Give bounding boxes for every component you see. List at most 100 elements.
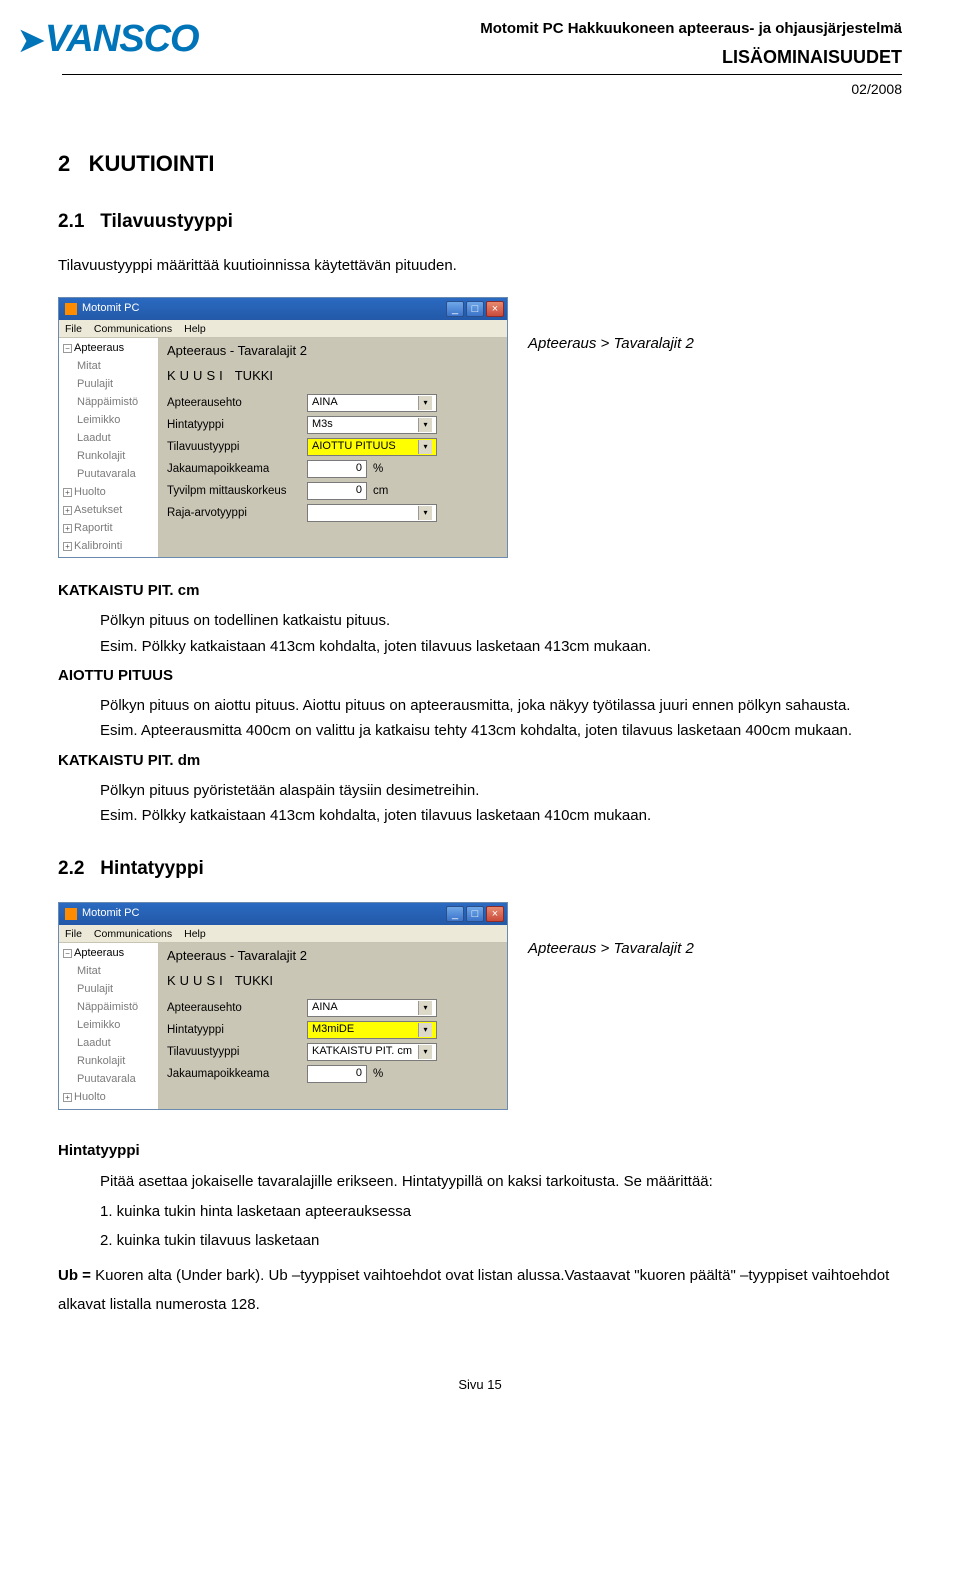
tree-item[interactable]: Puulajit bbox=[59, 376, 158, 394]
chevron-down-icon[interactable]: ▾ bbox=[418, 1023, 432, 1037]
form-row: ApteerausehtoAINA▾ bbox=[159, 997, 507, 1019]
titlebar[interactable]: Motomit PC _ □ × bbox=[59, 298, 507, 320]
chevron-down-icon[interactable]: ▾ bbox=[418, 396, 432, 410]
form-row: Raja-arvotyyppi▾ bbox=[159, 502, 507, 524]
hintatyyppi-line-0: Pitää asettaa jokaiselle tavaralajille e… bbox=[100, 1167, 902, 1196]
dropdown-value: M3s bbox=[312, 417, 333, 433]
form-row: HintatyyppiM3s▾ bbox=[159, 414, 507, 436]
chevron-down-icon[interactable]: ▾ bbox=[418, 1045, 432, 1059]
expand-icon[interactable]: + bbox=[63, 1093, 72, 1102]
tree-item[interactable]: +Raportit bbox=[59, 520, 158, 538]
definition-head: AIOTTU PITUUS bbox=[58, 665, 902, 687]
expand-icon[interactable]: + bbox=[63, 488, 72, 497]
menu-communications[interactable]: Communications bbox=[94, 322, 172, 335]
dropdown[interactable]: KATKAISTU PIT. cm▾ bbox=[307, 1043, 437, 1061]
tree-item[interactable]: Mitat bbox=[59, 963, 158, 981]
hintatyyppi-line-2: 2. kuinka tukin tilavuus lasketaan bbox=[100, 1226, 902, 1255]
dropdown-value: AIOTTU PITUUS bbox=[312, 439, 396, 455]
definition-block: AIOTTU PITUUSPölkyn pituus on aiottu pit… bbox=[58, 665, 902, 744]
sub1-title: Tilavuustyyppi bbox=[100, 211, 233, 232]
unit-label: % bbox=[373, 461, 383, 478]
section-num: 2 bbox=[58, 151, 70, 176]
hintatyyppi-block: Hintatyyppi Pitää asettaa jokaiselle tav… bbox=[58, 1140, 902, 1256]
tree-item[interactable]: Puutavarala bbox=[59, 466, 158, 484]
tree-item[interactable]: Leimikko bbox=[59, 1017, 158, 1035]
header-doc-title: Motomit PC Hakkuukoneen apteeraus- ja oh… bbox=[62, 18, 902, 40]
field-label: Apteerausehto bbox=[167, 1000, 307, 1017]
intro-1: Tilavuustyyppi määrittää kuutioinnissa k… bbox=[58, 255, 902, 277]
maximize-button[interactable]: □ bbox=[466, 906, 484, 922]
form-sub-a: KUUSI bbox=[167, 368, 227, 383]
chevron-down-icon[interactable]: ▾ bbox=[418, 506, 432, 520]
field-label: Jakaumapoikkeama bbox=[167, 461, 307, 478]
definition-block: KATKAISTU PIT. cmPölkyn pituus on todell… bbox=[58, 580, 902, 659]
titlebar[interactable]: Motomit PC _ □ × bbox=[59, 903, 507, 925]
hintatyyppi-head: Hintatyyppi bbox=[58, 1140, 902, 1162]
number-input[interactable]: 0 bbox=[307, 482, 367, 500]
expand-icon[interactable]: + bbox=[63, 542, 72, 551]
field-label: Tilavuustyyppi bbox=[167, 1044, 307, 1061]
form-rows: ApteerausehtoAINA▾HintatyyppiM3miDE▾Tila… bbox=[159, 997, 507, 1085]
dropdown[interactable]: AINA▾ bbox=[307, 394, 437, 412]
maximize-button[interactable]: □ bbox=[466, 301, 484, 317]
tree-item[interactable]: Puutavarala bbox=[59, 1071, 158, 1089]
minimize-button[interactable]: _ bbox=[446, 906, 464, 922]
form-panel: Apteeraus - Tavaralajit 2 KUUSITUKKI Apt… bbox=[159, 338, 507, 557]
tree-item[interactable]: Runkolajit bbox=[59, 1053, 158, 1071]
tree-item[interactable]: Näppäimistö bbox=[59, 999, 158, 1017]
section-heading: 2 KUUTIOINTI bbox=[58, 148, 902, 180]
app-window-2: Motomit PC _ □ × File Communications Hel… bbox=[58, 902, 508, 1109]
app-window-1: Motomit PC _ □ × File Communications Hel… bbox=[58, 297, 508, 558]
form-row: Jakaumapoikkeama0% bbox=[159, 1063, 507, 1085]
tree-item[interactable]: +Asetukset bbox=[59, 502, 158, 520]
tree-item[interactable]: Laadut bbox=[59, 1035, 158, 1053]
tree-item[interactable]: Puulajit bbox=[59, 981, 158, 999]
dropdown[interactable]: AINA▾ bbox=[307, 999, 437, 1017]
expand-icon[interactable]: + bbox=[63, 506, 72, 515]
form-sub-b: TUKKI bbox=[235, 973, 273, 988]
window-title: Motomit PC bbox=[82, 906, 446, 922]
hintatyyppi-body: Pitää asettaa jokaiselle tavaralajille e… bbox=[58, 1167, 902, 1255]
form-subtitle: KUUSITUKKI bbox=[159, 972, 507, 997]
tree-item[interactable]: +Huolto bbox=[59, 1089, 158, 1107]
expand-icon[interactable]: + bbox=[63, 524, 72, 533]
nav-tree: −ApteerausMitatPuulajitNäppäimistöLeimik… bbox=[59, 943, 159, 1108]
number-input[interactable]: 0 bbox=[307, 460, 367, 478]
tree-item[interactable]: Laadut bbox=[59, 430, 158, 448]
form-row: Tyvilpm mittauskorkeus0cm bbox=[159, 480, 507, 502]
dropdown[interactable]: M3s ▾ bbox=[307, 416, 437, 434]
menu-file[interactable]: File bbox=[65, 322, 82, 335]
tree-item[interactable]: Mitat bbox=[59, 358, 158, 376]
definition-body: Pölkyn pituus pyöristetään alaspäin täys… bbox=[58, 778, 902, 829]
minimize-button[interactable]: _ bbox=[446, 301, 464, 317]
ub-paragraph: Ub = Kuoren alta (Under bark). Ub –tyypp… bbox=[58, 1261, 902, 1320]
dropdown[interactable]: AIOTTU PITUUS ▾ bbox=[307, 438, 437, 456]
menu-help[interactable]: Help bbox=[184, 322, 206, 335]
app-icon bbox=[65, 908, 77, 920]
chevron-down-icon[interactable]: ▾ bbox=[418, 440, 432, 454]
tree-item-apteeraus[interactable]: −Apteeraus bbox=[59, 945, 158, 963]
collapse-icon[interactable]: − bbox=[63, 949, 72, 958]
dropdown[interactable]: M3miDE▾ bbox=[307, 1021, 437, 1039]
tree-item[interactable]: +Kalibrointi bbox=[59, 538, 158, 556]
definition-head: KATKAISTU PIT. dm bbox=[58, 750, 902, 772]
tree-item[interactable]: Leimikko bbox=[59, 412, 158, 430]
form-title: Apteeraus - Tavaralajit 2 bbox=[159, 338, 507, 367]
close-button[interactable]: × bbox=[486, 906, 504, 922]
tree-item[interactable]: +Huolto bbox=[59, 484, 158, 502]
menu-communications[interactable]: Communications bbox=[94, 927, 172, 940]
tree-item[interactable]: Näppäimistö bbox=[59, 394, 158, 412]
section-title: KUUTIOINTI bbox=[89, 151, 215, 176]
menu-help[interactable]: Help bbox=[184, 927, 206, 940]
tree-item-apteeraus[interactable]: −Apteeraus bbox=[59, 340, 158, 358]
collapse-icon[interactable]: − bbox=[63, 344, 72, 353]
tree-item[interactable]: Runkolajit bbox=[59, 448, 158, 466]
menu-file[interactable]: File bbox=[65, 927, 82, 940]
number-input[interactable]: 0 bbox=[307, 1065, 367, 1083]
dropdown[interactable]: ▾ bbox=[307, 504, 437, 522]
unit-label: % bbox=[373, 1066, 383, 1083]
ub-text: Kuoren alta (Under bark). Ub –tyyppiset … bbox=[58, 1267, 889, 1313]
chevron-down-icon[interactable]: ▾ bbox=[418, 418, 432, 432]
close-button[interactable]: × bbox=[486, 301, 504, 317]
chevron-down-icon[interactable]: ▾ bbox=[418, 1001, 432, 1015]
